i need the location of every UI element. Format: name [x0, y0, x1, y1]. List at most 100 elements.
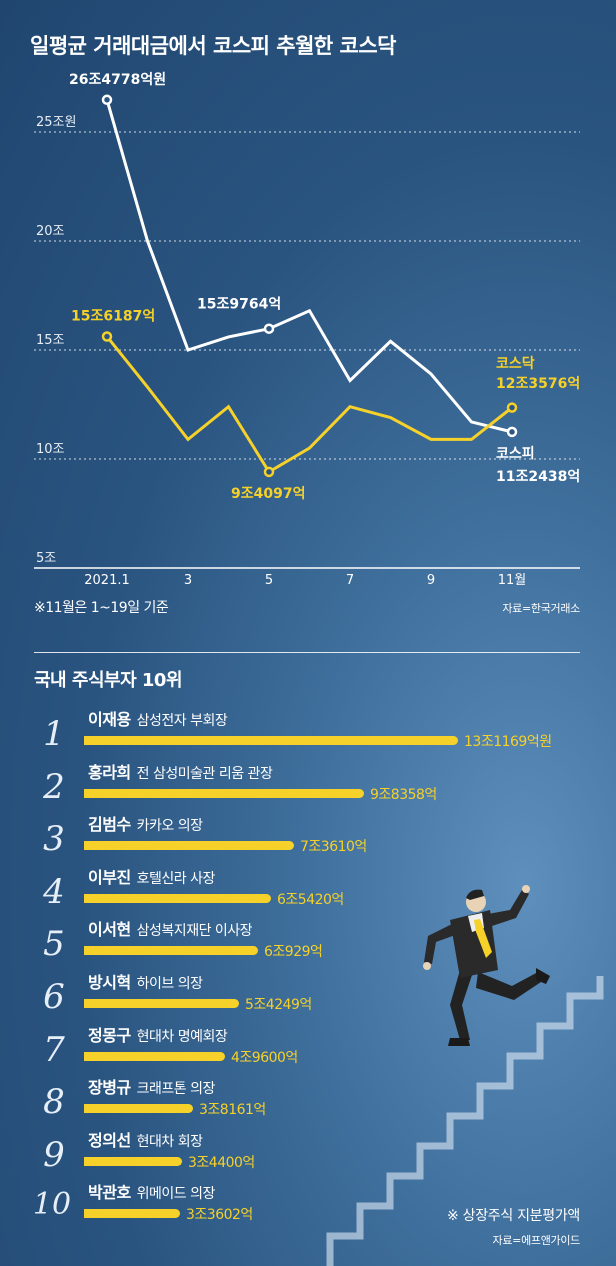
person-role: 현대차 회장 — [136, 1133, 203, 1150]
wealth-bar — [84, 841, 294, 851]
y-tick-label: 20조 — [36, 224, 65, 239]
ranking-row: 1 이재용 삼성전자 부회장 13조1169억원 — [0, 706, 616, 758]
chart-title: 일평균 거래대금에서 코스피 추월한 코스닥 — [30, 34, 397, 58]
person-name-text: 박관호 — [88, 1183, 131, 1203]
ranking-source: 자료=에프앤가이드 — [492, 1234, 581, 1247]
person-name-text: 이재용 — [88, 710, 131, 729]
person-name: 방시혁 하이브 의장 — [88, 969, 203, 993]
data-point-marker — [101, 94, 113, 106]
person-name: 김범수 카카오 의장 — [88, 811, 203, 835]
ranking-row: 9 정의선 현대차 회장 3조4400억 — [0, 1127, 616, 1179]
data-point-marker — [506, 402, 518, 413]
wealth-amount: 3조8161억 — [199, 1102, 266, 1119]
ranking-row: 10 박관호 위메이드 의장 3조3602억 — [0, 1179, 616, 1231]
ranking-row: 3 김범수 카카오 의장 7조3610억 — [0, 811, 616, 863]
ranking-row: 8 장병규 크래프톤 의장 3조8161억 — [0, 1074, 616, 1126]
rank-number: 7 — [43, 1029, 65, 1070]
person-name: 이서현 삼성복지재단 이사장 — [88, 916, 253, 940]
section-divider — [34, 652, 580, 653]
ranking-row: 7 정몽구 현대차 명예회장 4조9600억 — [0, 1022, 616, 1074]
data-label: 15조9764억 — [197, 297, 281, 313]
person-name-text: 정의선 — [88, 1130, 131, 1150]
wealth-bar — [84, 1051, 225, 1061]
person-role: 크래프톤 의장 — [136, 1081, 216, 1098]
wealth-amount: 6조5420억 — [277, 891, 344, 908]
wealth-bar — [84, 1156, 182, 1166]
wealth-bar — [84, 736, 458, 745]
person-role: 호텔신라 사장 — [136, 870, 216, 887]
person-name: 홍라희 전 삼성미술관 리움 관장 — [88, 759, 273, 783]
y-tick-label: 25조원 — [36, 115, 76, 130]
wealth-amount: 6조929억 — [264, 944, 323, 961]
staircase — [326, 976, 604, 1266]
person-name-text: 정몽구 — [88, 1025, 131, 1045]
person-name-text: 장병규 — [88, 1078, 131, 1098]
rank-number: 9 — [43, 1134, 65, 1175]
x-tick-label: 9 — [427, 573, 435, 588]
person-role: 위메이드 의장 — [136, 1186, 216, 1203]
wealth-bar — [84, 946, 258, 956]
person-name: 장병규 크래프톤 의장 — [88, 1074, 215, 1098]
person-name-text: 김범수 — [88, 815, 131, 835]
person-name: 이재용 삼성전자 부회장 — [88, 706, 228, 730]
person-role: 현대차 명예회장 — [136, 1028, 228, 1045]
person-role: 하이브 의장 — [136, 976, 203, 992]
x-tick-label: 2021.1 — [84, 573, 130, 588]
rank-number: 1 — [43, 714, 65, 754]
wealth-amount: 9조8358억 — [370, 786, 437, 803]
data-point-marker — [263, 323, 275, 334]
businessman-figure — [423, 885, 550, 1046]
x-tick-label: 3 — [184, 573, 192, 588]
wealth-bar — [84, 999, 239, 1008]
chart-source: 자료=한국거래소 — [502, 602, 580, 615]
y-tick-label: 5조 — [36, 551, 56, 566]
person-name-text: 홍라희 — [88, 762, 131, 782]
wealth-bar — [84, 1209, 180, 1219]
wealth-amount: 4조9600억 — [231, 1049, 298, 1066]
kospi-end-value: 11조2438억 — [496, 469, 580, 485]
person-role: 삼성복지재단 이사장 — [136, 923, 253, 940]
x-tick-label: 11월 — [498, 573, 527, 588]
wealth-amount: 3조3602억 — [186, 1207, 253, 1224]
data-point-marker — [101, 331, 113, 342]
line-chart: 5조 10조 15조 20조 25조원 2021.1 3 5 7 9 11월 26조4778억원 15조… — [36, 72, 581, 588]
rank-number: 8 — [43, 1082, 65, 1123]
chart-note: ※11월은 1~19일 기준 — [34, 600, 169, 616]
wealth-bar — [84, 893, 271, 903]
wealth-amount: 5조4249억 — [245, 997, 312, 1013]
wealth-bar — [84, 1104, 193, 1114]
rank-number: 2 — [43, 766, 65, 807]
ranking-row: 6 방시혁 하이브 의장 5조4249억 — [0, 969, 616, 1021]
rank-number: 3 — [43, 819, 65, 860]
data-point-marker — [506, 426, 518, 438]
person-name: 정의선 현대차 회장 — [88, 1127, 203, 1151]
kospi-series-label: 코스피 — [496, 446, 535, 462]
ranking-footnote: ※ 상장주식 지분평가액 — [447, 1208, 580, 1224]
data-point-marker — [263, 466, 275, 478]
person-name-text: 방시혁 — [88, 973, 131, 992]
data-label: 15조6187억 — [71, 309, 155, 325]
wealth-amount: 13조1169억원 — [464, 734, 552, 750]
y-tick-label: 10조 — [36, 442, 65, 457]
kosdaq-end-value: 12조3576억 — [496, 376, 580, 392]
ranking-row: 4 이부진 호텔신라 사장 6조5420억 — [0, 864, 616, 916]
person-name: 박관호 위메이드 의장 — [88, 1179, 215, 1203]
data-label: 26조4778억원 — [69, 72, 166, 88]
wealth-bar — [84, 788, 364, 798]
x-tick-label: 7 — [346, 573, 354, 588]
kospi-line — [105, 99, 513, 434]
stairs-runner-illustration — [326, 885, 604, 1266]
ranking-row: 2 홍라희 전 삼성미술관 리움 관장 9조8358억 — [0, 759, 616, 811]
person-name: 정몽구 현대차 명예회장 — [88, 1022, 228, 1046]
rank-number: 6 — [43, 977, 65, 1017]
ranking-row: 5 이서현 삼성복지재단 이사장 6조929억 — [0, 916, 616, 968]
person-name-text: 이부진 — [88, 867, 131, 887]
person-role: 삼성전자 부회장 — [136, 713, 228, 729]
rank-number: 10 — [32, 1187, 72, 1223]
y-tick-label: 15조 — [36, 333, 65, 348]
x-tick-label: 5 — [265, 573, 273, 588]
person-name: 이부진 호텔신라 사장 — [88, 864, 215, 888]
wealth-amount: 3조4400억 — [188, 1154, 255, 1171]
rank-number: 4 — [43, 871, 65, 912]
kosdaq-line — [105, 335, 513, 474]
